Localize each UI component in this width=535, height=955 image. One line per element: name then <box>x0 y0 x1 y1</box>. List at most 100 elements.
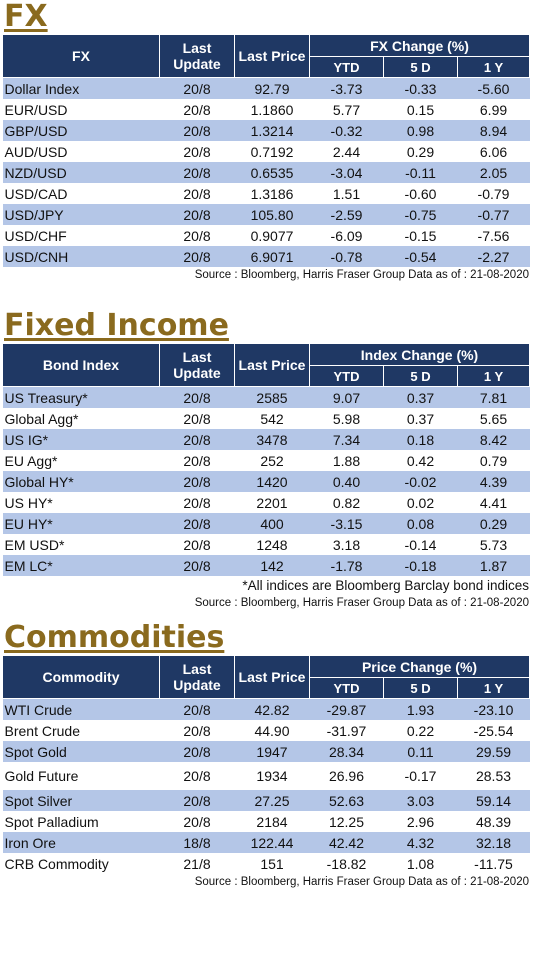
cell-d5: -0.18 <box>383 555 458 576</box>
cell-name: AUD/USD <box>4 143 68 160</box>
cell-update: 20/8 <box>159 162 235 183</box>
cell-update: 20/8 <box>159 246 235 267</box>
cell-price: 0.6535 <box>234 162 310 183</box>
cell-update: 20/8 <box>183 768 211 784</box>
cell-price: 0.7192 <box>250 143 294 160</box>
table-row: EU Agg* 20/8 252 1.88 0.42 0.79 <box>3 450 530 471</box>
fx-header-ytd: YTD <box>309 56 384 78</box>
cell-y1: 28.53 <box>475 768 512 784</box>
table-row: USD/CNH 20/8 6.9071 -0.78 -0.54 -2.27 <box>2 246 530 267</box>
table-row: EU HY* 20/8 400 -3.15 0.08 0.29 <box>2 513 530 534</box>
cell-price: 42.82 <box>234 698 310 720</box>
cell-update: 20/8 <box>183 494 211 511</box>
cell-name: EU HY* <box>2 513 160 534</box>
cell-name: NZD/USD <box>2 162 160 183</box>
fx-header-update: Last Update <box>159 34 235 78</box>
cell-price: 1248 <box>256 536 288 553</box>
cell-update: 20/8 <box>183 452 211 469</box>
cell-y1: 2.05 <box>457 162 530 183</box>
cell-name: Dollar Index <box>2 77 160 99</box>
cell-price: 252 <box>260 452 284 469</box>
commodities-header-name: Commodity <box>2 655 160 699</box>
table-row: WTI Crude 20/8 42.82 -29.87 1.93 -23.10 <box>2 698 530 720</box>
cell-ytd: -2.59 <box>309 204 384 225</box>
cell-price: 400 <box>234 513 310 534</box>
cell-d5: 0.08 <box>383 513 458 534</box>
table-row: GBP/USD 20/8 1.3214 -0.32 0.98 8.94 <box>2 120 530 141</box>
table-row: Spot Palladium 20/8 2184 12.25 2.96 48.39 <box>3 811 530 832</box>
cell-y1: 5.65 <box>479 410 508 427</box>
cell-update: 18/8 <box>159 832 235 853</box>
cell-update: 20/8 <box>183 101 211 118</box>
cell-y1: 6.06 <box>479 143 508 160</box>
cell-d5: -0.15 <box>404 227 437 244</box>
cell-y1: 29.59 <box>457 741 530 762</box>
cell-price: 44.90 <box>254 722 290 739</box>
cell-price: 542 <box>260 410 284 427</box>
cell-y1: -0.79 <box>477 185 510 202</box>
fixed-header-5d: 5 D <box>383 365 458 387</box>
cell-update: 20/8 <box>159 698 235 720</box>
cell-name: GBP/USD <box>2 120 160 141</box>
fixed-income-section-title: Fixed Income <box>4 308 229 343</box>
cell-name: EM USD* <box>4 536 65 553</box>
fx-header-5d: 5 D <box>383 56 458 78</box>
cell-y1: -2.27 <box>457 246 530 267</box>
cell-y1: -7.56 <box>477 227 510 244</box>
cell-ytd: 0.82 <box>332 494 361 511</box>
table-row: Brent Crude 20/8 44.90 -31.97 0.22 -25.54 <box>3 720 530 741</box>
table-row: USD/CAD 20/8 1.3186 1.51 -0.60 -0.79 <box>3 183 530 204</box>
cell-d5: 0.42 <box>406 452 435 469</box>
cell-name: Iron Ore <box>2 832 160 853</box>
table-row: EM LC* 20/8 142 -1.78 -0.18 1.87 <box>2 555 530 576</box>
cell-y1: 0.79 <box>479 452 508 469</box>
commodities-table: Commodity Last Update Last Price Price Ch… <box>2 655 531 874</box>
fx-header-name: FX <box>2 34 160 78</box>
cell-ytd: 0.40 <box>309 471 384 492</box>
cell-ytd: 5.77 <box>332 101 361 118</box>
cell-name: Spot Gold <box>2 741 160 762</box>
fixed-header-ytd: YTD <box>309 365 384 387</box>
cell-d5: 0.29 <box>406 143 435 160</box>
cell-name: USD/CNH <box>2 246 160 267</box>
table-row: US HY* 20/8 2201 0.82 0.02 4.41 <box>3 492 530 513</box>
table-row: Spot Gold 20/8 1947 28.34 0.11 29.59 <box>2 741 530 762</box>
table-row: Global Agg* 20/8 542 5.98 0.37 5.65 <box>3 408 530 429</box>
cell-name: EUR/USD <box>4 101 68 118</box>
cell-ytd: 5.98 <box>332 410 361 427</box>
cell-update: 20/8 <box>159 386 235 408</box>
cell-y1: 8.42 <box>457 429 530 450</box>
fx-header-price: Last Price <box>234 34 310 78</box>
cell-update: 20/8 <box>159 555 235 576</box>
cell-y1: 48.39 <box>475 813 512 830</box>
cell-name: Spot Silver <box>2 790 160 811</box>
cell-update: 20/8 <box>159 741 235 762</box>
cell-update: 21/8 <box>183 855 211 872</box>
cell-name: US HY* <box>4 494 53 511</box>
cell-ytd: 28.34 <box>309 741 384 762</box>
cell-price: 27.25 <box>234 790 310 811</box>
cell-y1: 8.94 <box>457 120 530 141</box>
cell-d5: 0.98 <box>383 120 458 141</box>
cell-y1: 4.39 <box>457 471 530 492</box>
cell-update: 20/8 <box>183 143 211 160</box>
table-row: EM USD* 20/8 1248 3.18 -0.14 5.73 <box>3 534 530 555</box>
cell-update: 20/8 <box>183 722 211 739</box>
cell-ytd: -1.78 <box>309 555 384 576</box>
commodities-header-price: Last Price <box>234 655 310 699</box>
cell-d5: 0.37 <box>406 410 435 427</box>
commodities-header-ytd: YTD <box>309 677 384 699</box>
fixed-income-table: Bond Index Last Update Last Price Index C… <box>2 343 531 576</box>
cell-price: 6.9071 <box>234 246 310 267</box>
commodities-header-change: Price Change (%) <box>308 655 531 678</box>
cell-price: 0.9077 <box>250 227 294 244</box>
cell-update: 20/8 <box>183 185 211 202</box>
table-row: Dollar Index 20/8 92.79 -3.73 -0.33 -5.60 <box>2 77 530 99</box>
cell-name: CRB Commodity <box>4 855 109 872</box>
cell-update: 20/8 <box>159 513 235 534</box>
cell-update: 20/8 <box>159 120 235 141</box>
cell-name: EU Agg* <box>4 452 58 469</box>
cell-price: 1.1860 <box>250 101 294 118</box>
table-row: USD/CHF 20/8 0.9077 -6.09 -0.15 -7.56 <box>3 225 530 246</box>
cell-y1: -0.77 <box>457 204 530 225</box>
